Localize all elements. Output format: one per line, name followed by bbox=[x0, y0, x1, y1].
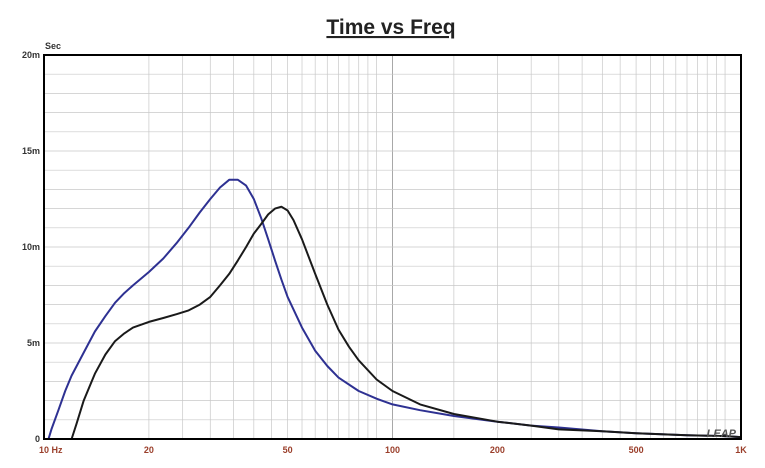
leap-watermark: LEAP bbox=[707, 428, 737, 440]
x-tick-label: 50 bbox=[283, 445, 293, 455]
chart-title: Time vs Freq bbox=[326, 16, 455, 39]
y-axis-unit: Sec bbox=[45, 41, 61, 51]
y-tick-labels: 0 5m 10m 15m 20m bbox=[22, 50, 40, 444]
y-tick-label: 0 bbox=[35, 434, 40, 444]
series-layer bbox=[47, 178, 742, 440]
y-tick-label: 10m bbox=[22, 242, 40, 252]
y-tick-label: 5m bbox=[27, 338, 40, 348]
x-tick-label: 10 Hz bbox=[39, 445, 63, 455]
x-tick-label: 500 bbox=[629, 445, 644, 455]
plot-frame bbox=[43, 54, 742, 440]
x-tick-label: 200 bbox=[490, 445, 505, 455]
x-tick-label: 100 bbox=[385, 445, 400, 455]
x-tick-labels: 10 Hz 20 50 100 200 500 1K bbox=[39, 445, 747, 455]
series-line-1 bbox=[47, 178, 742, 440]
series-line-2 bbox=[70, 205, 742, 440]
x-tick-label: 1K bbox=[735, 445, 747, 455]
x-tick-label: 20 bbox=[144, 445, 154, 455]
y-tick-label: 15m bbox=[22, 146, 40, 156]
y-tick-label: 20m bbox=[22, 50, 40, 60]
grid bbox=[44, 55, 741, 439]
